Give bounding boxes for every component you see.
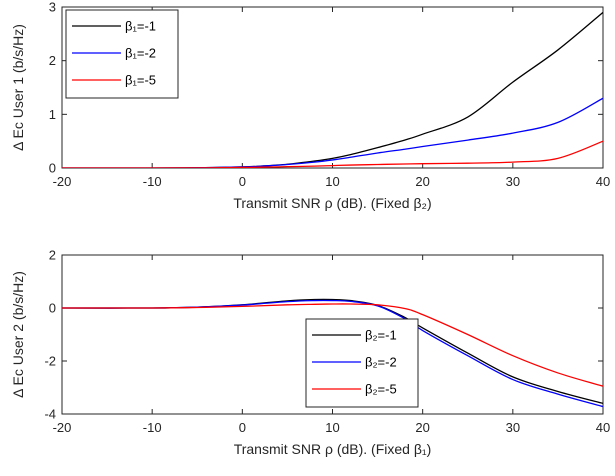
legend: β₁=-1 β₁=-2 β₁=-5 — [65, 9, 179, 99]
y-tick-label: -2 — [44, 354, 56, 369]
legend-box — [305, 318, 419, 408]
y-tick-label: 1 — [49, 107, 56, 122]
legend-box — [65, 9, 179, 99]
x-tick-label: -20 — [53, 420, 72, 435]
x-tick-label: 0 — [239, 174, 246, 189]
x-tick-label: 40 — [596, 420, 610, 435]
x-tick-label: 10 — [325, 420, 339, 435]
x-tick-label: 30 — [506, 174, 520, 189]
legend-entry: β₂=-5 — [365, 382, 397, 397]
y-tick-label: 2 — [49, 248, 56, 263]
legend-entry: β₁=-1 — [125, 19, 156, 34]
y-tick-label: 0 — [49, 161, 56, 176]
x-tick-label: -10 — [143, 420, 162, 435]
series-line-2 — [62, 97, 603, 168]
y-axis-label: Δ Eᴄ User 1 (b/s/Hz) — [10, 24, 26, 151]
x-tick-label: -10 — [143, 174, 162, 189]
x-tick-label: 20 — [415, 420, 429, 435]
user2-chart: -20 -10 0 10 20 30 40-4-202β₂=-1β₂=-2β₂=-5Tran… — [10, 248, 610, 458]
y-tick-label: -4 — [44, 407, 56, 422]
y-tick-label: 0 — [49, 301, 56, 316]
legend-entry: β₁=-2 — [125, 46, 156, 61]
x-tick-label: 20 — [415, 174, 429, 189]
y-tick-label: 2 — [49, 53, 56, 68]
y-tick-label: 3 — [49, 0, 56, 15]
y-axis-label: Δ Eᴄ User 2 (b/s/Hz) — [10, 271, 26, 398]
x-axis-label: Transmit SNR ρ (dB). (Fixed β₁) — [234, 441, 432, 457]
x-tick-label: -20 — [53, 174, 72, 189]
legend-entry: β₂=-2 — [365, 355, 397, 370]
x-tick-label: 30 — [506, 420, 520, 435]
x-tick-label: 10 — [325, 174, 339, 189]
legend-entry: β₁=-5 — [125, 73, 156, 88]
x-tick-label: 40 — [596, 174, 610, 189]
legend-entry: β₂=-1 — [365, 328, 397, 343]
legend: β₂=-1 β₂=-2 β₂=-5 — [305, 318, 419, 408]
series-line-3 — [62, 303, 603, 387]
x-axis-label: Transmit SNR ρ (dB). (Fixed β₂) — [233, 195, 431, 211]
user1-chart: -20 -10 0 10 20 30 40 0 1 2 3 β₁=-1 β₁=-2 β₁=-5 Transm… — [10, 0, 610, 211]
series-line-3 — [62, 140, 603, 168]
x-tick-label: 0 — [239, 420, 246, 435]
